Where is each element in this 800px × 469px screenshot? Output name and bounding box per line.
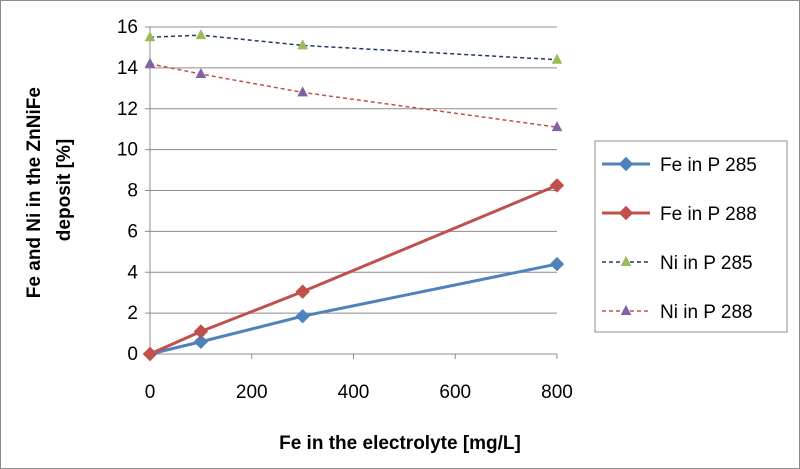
data-point: [142, 346, 158, 362]
x-axis-title: Fe in the electrolyte [mg/L]: [279, 433, 521, 454]
data-point: [549, 256, 565, 272]
data-point: [193, 334, 209, 349]
data-point: [297, 86, 308, 97]
x-tick-label: 800: [541, 382, 573, 403]
y-tick-label: 0: [127, 344, 138, 365]
y-axis-title-line-1: Fe and Ni in the ZnNiFe: [24, 87, 45, 298]
data-point: [551, 53, 563, 64]
series-4: [144, 57, 563, 132]
legend-label: Fe in P 285: [660, 155, 757, 176]
legend-label: Ni in P 285: [660, 253, 753, 274]
legend-label: Fe in P 288: [660, 204, 757, 225]
legend-marker: [620, 255, 632, 266]
y-tick-label: 14: [117, 58, 139, 79]
y-tick-label: 12: [117, 99, 138, 120]
data-point: [295, 308, 310, 324]
data-point: [195, 67, 207, 79]
legend-label: Ni in P 288: [660, 302, 753, 323]
data-point: [551, 121, 563, 132]
data-series: [142, 29, 565, 362]
y-axis-title-line-2: deposit [%]: [54, 139, 75, 241]
x-tick-label: 0: [145, 382, 156, 403]
data-point: [144, 57, 156, 68]
y-axis-title: Fe and Ni in the ZnNiFe deposit [%]: [24, 82, 75, 298]
x-tick-labels: 0 200 400 600 800: [145, 382, 573, 403]
legend-marker: [618, 205, 634, 221]
x-tick-label: 600: [439, 382, 471, 403]
data-point: [297, 39, 308, 50]
y-tick-labels: 0 2 4 6 8 10 12 14 16: [117, 17, 139, 365]
data-point: [195, 29, 207, 40]
y-tick-label: 2: [127, 303, 138, 324]
legend-marker: [620, 304, 632, 315]
x-tick-label: 200: [236, 382, 268, 403]
data-point: [549, 178, 565, 193]
x-tick-label: 400: [338, 382, 370, 403]
legend-box: [594, 140, 788, 333]
legend: Fe in P 285 Fe in P 288 Ni in P 285 Ni in P…: [594, 140, 788, 333]
y-tick-label: 6: [127, 221, 138, 242]
series-line: [149, 262, 558, 356]
series-line: [149, 34, 558, 61]
y-tick-label: 16: [117, 17, 138, 38]
series-line: [149, 184, 558, 356]
grid-lines: [150, 26, 557, 314]
series-3: [144, 29, 563, 64]
legend-marker: [618, 156, 634, 172]
series-line: [149, 63, 558, 128]
y-tick-label: 8: [127, 181, 138, 202]
series-2: [142, 178, 565, 362]
y-tick-label: 10: [117, 140, 138, 161]
data-point: [193, 324, 209, 339]
y-tick-label: 4: [127, 262, 138, 283]
data-point: [295, 284, 310, 299]
data-point: [144, 31, 156, 42]
